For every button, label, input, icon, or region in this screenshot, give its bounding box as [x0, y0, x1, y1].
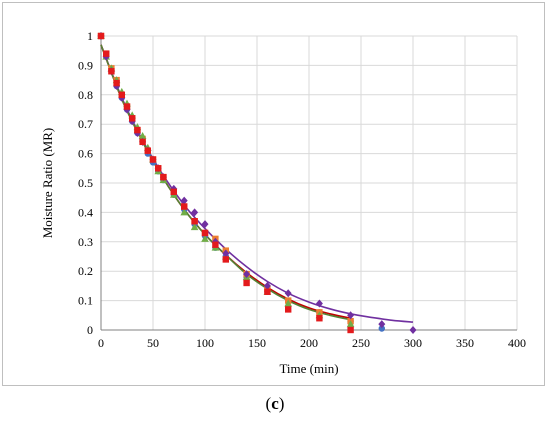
data-point	[285, 306, 292, 313]
axes	[100, 36, 517, 331]
y-tick-label: 0.6	[78, 147, 93, 161]
y-tick-label: 0.8	[78, 88, 93, 102]
data-point	[222, 249, 230, 258]
y-tick-label: 0.2	[78, 264, 93, 278]
data-point	[108, 68, 115, 75]
chart-plot: 0 50 100 150 200 250 300 350 400 0 0.1 0.2 0.3 0.4 0.5…	[40, 29, 526, 376]
data-point	[139, 138, 146, 146]
fit-curve	[100, 44, 351, 321]
x-axis-title: Time (min)	[279, 361, 338, 376]
data-point	[123, 103, 131, 110]
data-point	[346, 320, 355, 328]
data-point	[201, 229, 209, 237]
data-point	[191, 218, 198, 225]
panel-label: (c)	[0, 394, 550, 414]
data-point	[243, 270, 251, 279]
x-tick-label: 250	[352, 336, 370, 350]
data-point	[284, 299, 292, 307]
y-tick-label: 0	[87, 323, 93, 337]
data-point	[118, 91, 125, 98]
data-point	[113, 79, 120, 87]
chart-frame: 0 50 100 150 200 250 300 350 400 0 0.1 0.2 0.3 0.4 0.5…	[2, 2, 545, 386]
y-tick-label: 0.9	[78, 58, 93, 72]
data-point	[201, 234, 209, 242]
y-axis-title: Moisture Ratio (MR)	[40, 128, 55, 239]
fit-curve	[100, 44, 351, 319]
data-point	[170, 188, 177, 196]
data-point	[315, 299, 323, 308]
x-tick-label: 400	[508, 336, 526, 350]
data-point	[316, 315, 323, 322]
data-point	[409, 326, 417, 334]
data-point	[97, 32, 105, 40]
x-tick-label: 150	[248, 336, 266, 350]
data-point	[149, 156, 157, 163]
data-point	[264, 288, 271, 295]
data-point	[138, 131, 147, 139]
data-point	[103, 50, 110, 57]
data-point	[191, 208, 199, 217]
data-point	[190, 223, 199, 231]
y-tick-label: 0.7	[78, 117, 93, 131]
data-point	[243, 279, 250, 287]
data-point	[263, 281, 271, 290]
y-tick-label: 0.5	[78, 176, 93, 190]
x-tick-label: 300	[404, 336, 422, 350]
grid-lines	[101, 35, 518, 330]
x-tick-label: 50	[147, 336, 159, 350]
x-tick-label: 100	[196, 336, 214, 350]
data-point	[284, 289, 292, 298]
data-point	[222, 256, 229, 263]
y-tick-label: 0.4	[78, 205, 93, 219]
panel-label-letter: c	[271, 394, 279, 413]
data-point	[378, 325, 385, 332]
tick-labels: 0 50 100 150 200 250 300 350 400 0 0.1 0.2 0.3 0.4 0.5…	[78, 29, 526, 350]
data-point	[201, 220, 209, 229]
x-tick-label: 200	[300, 336, 318, 350]
data-point	[347, 311, 355, 320]
data-points	[97, 32, 417, 334]
y-tick-label: 0.3	[78, 235, 93, 249]
data-point	[180, 208, 188, 216]
panel-label-open: (	[265, 394, 272, 413]
data-point	[378, 320, 386, 329]
data-point	[144, 147, 151, 154]
data-point	[181, 203, 188, 210]
panel-label-close: )	[278, 394, 285, 413]
x-tick-label: 0	[98, 336, 104, 350]
x-tick-label: 350	[456, 336, 474, 350]
y-tick-label: 1	[87, 29, 93, 43]
data-point	[180, 196, 188, 205]
data-point	[155, 165, 162, 172]
y-tick-label: 0.1	[78, 294, 93, 308]
data-point	[160, 173, 167, 181]
data-point	[129, 115, 136, 122]
data-point	[134, 126, 141, 134]
data-point	[212, 241, 219, 248]
data-point	[347, 326, 354, 334]
